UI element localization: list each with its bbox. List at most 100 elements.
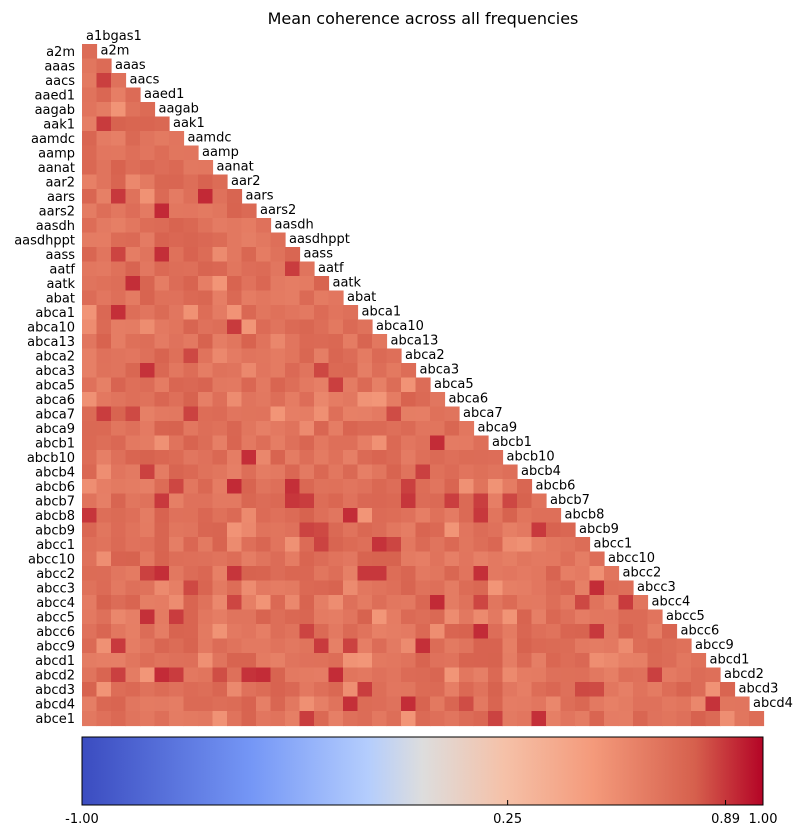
heatmap-cell <box>96 682 112 698</box>
heatmap-cell <box>343 551 359 567</box>
heatmap-cell <box>212 232 228 248</box>
heatmap-cell <box>241 203 257 219</box>
heatmap-cell <box>473 638 489 654</box>
heatmap-cell <box>241 319 257 335</box>
heatmap-cell <box>357 377 373 393</box>
heatmap-cell <box>386 450 402 466</box>
heatmap-cell <box>227 421 243 437</box>
heatmap-cell <box>589 711 605 727</box>
heatmap-cell <box>343 653 359 669</box>
heatmap-cell <box>183 406 199 422</box>
heatmap-cell <box>386 711 402 727</box>
heatmap-cell <box>459 493 475 509</box>
heatmap-cell <box>575 609 591 625</box>
heatmap-cell <box>82 638 98 654</box>
heatmap-cell <box>256 711 272 727</box>
heatmap-cell <box>256 566 272 582</box>
heatmap-cell <box>343 305 359 321</box>
heatmap-cell <box>169 247 185 263</box>
heatmap-cell <box>125 450 141 466</box>
heatmap-cell <box>517 493 533 509</box>
heatmap-cell <box>517 479 533 495</box>
heatmap-cell <box>125 319 141 335</box>
heatmap-cell <box>198 406 214 422</box>
y-tick-label: abcb7 <box>35 494 75 509</box>
heatmap-cell <box>415 508 431 524</box>
heatmap-cell <box>169 334 185 350</box>
heatmap-cell <box>212 203 228 219</box>
heatmap-cell <box>82 609 98 625</box>
heatmap-cell <box>212 508 228 524</box>
heatmap-cell <box>357 334 373 350</box>
heatmap-cell <box>401 464 417 480</box>
heatmap-cell <box>357 508 373 524</box>
heatmap-cell <box>227 653 243 669</box>
heatmap-cell <box>415 392 431 408</box>
heatmap-cell <box>285 508 301 524</box>
diagonal-label: aasdhppt <box>289 232 350 247</box>
heatmap-cell <box>299 276 315 292</box>
heatmap-cell <box>183 653 199 669</box>
heatmap-cell <box>227 435 243 451</box>
heatmap-cell <box>705 667 721 683</box>
heatmap-cell <box>531 667 547 683</box>
heatmap-cell <box>169 580 185 596</box>
heatmap-cell <box>531 653 547 669</box>
heatmap-cell <box>589 653 605 669</box>
heatmap-cell <box>111 595 127 611</box>
y-tick-label: abcd2 <box>35 668 75 683</box>
heatmap-cell <box>343 464 359 480</box>
heatmap-cell <box>183 160 199 176</box>
heatmap-cell <box>140 595 156 611</box>
heatmap-cell <box>212 711 228 727</box>
heatmap-cell <box>96 73 112 89</box>
heatmap-cell <box>140 696 156 712</box>
heatmap-cell <box>328 638 344 654</box>
heatmap-cell <box>488 537 504 553</box>
heatmap-cell <box>82 522 98 538</box>
heatmap-cell <box>502 653 518 669</box>
heatmap-cell <box>82 551 98 567</box>
heatmap-cell <box>343 682 359 698</box>
heatmap-cell <box>111 131 127 147</box>
heatmap-cell <box>227 609 243 625</box>
heatmap-cell <box>125 609 141 625</box>
heatmap-cell <box>560 638 576 654</box>
y-tick-label: aasdh <box>36 219 75 234</box>
y-tick-label: abat <box>46 291 75 306</box>
heatmap-cell <box>212 261 228 277</box>
heatmap-cell <box>111 580 127 596</box>
heatmap-cell <box>270 696 286 712</box>
heatmap-cell <box>444 435 460 451</box>
heatmap-cell <box>125 566 141 582</box>
heatmap-cell <box>285 435 301 451</box>
heatmap-cell <box>575 595 591 611</box>
heatmap-cell <box>154 305 170 321</box>
heatmap-cell <box>256 537 272 553</box>
heatmap-cell <box>183 276 199 292</box>
heatmap-cell <box>444 522 460 538</box>
diagonal-label: abcc1 <box>594 537 633 552</box>
heatmap-cell <box>183 435 199 451</box>
heatmap-cell <box>241 450 257 466</box>
heatmap-cell <box>270 392 286 408</box>
heatmap-cell <box>82 377 98 393</box>
heatmap-cell <box>198 421 214 437</box>
heatmap-cell <box>647 653 663 669</box>
heatmap-cell <box>270 522 286 538</box>
heatmap-cell <box>314 551 330 567</box>
heatmap-cell <box>111 305 127 321</box>
heatmap-cell <box>198 348 214 364</box>
heatmap-cell <box>357 638 373 654</box>
heatmap-cell <box>546 580 562 596</box>
heatmap-cell <box>241 508 257 524</box>
heatmap-cell <box>241 493 257 509</box>
heatmap-cell <box>270 566 286 582</box>
heatmap-cell <box>256 435 272 451</box>
heatmap-cell <box>212 537 228 553</box>
heatmap-cell <box>647 624 663 640</box>
heatmap-cell <box>125 348 141 364</box>
heatmap-cell <box>183 305 199 321</box>
heatmap-cell <box>227 522 243 538</box>
